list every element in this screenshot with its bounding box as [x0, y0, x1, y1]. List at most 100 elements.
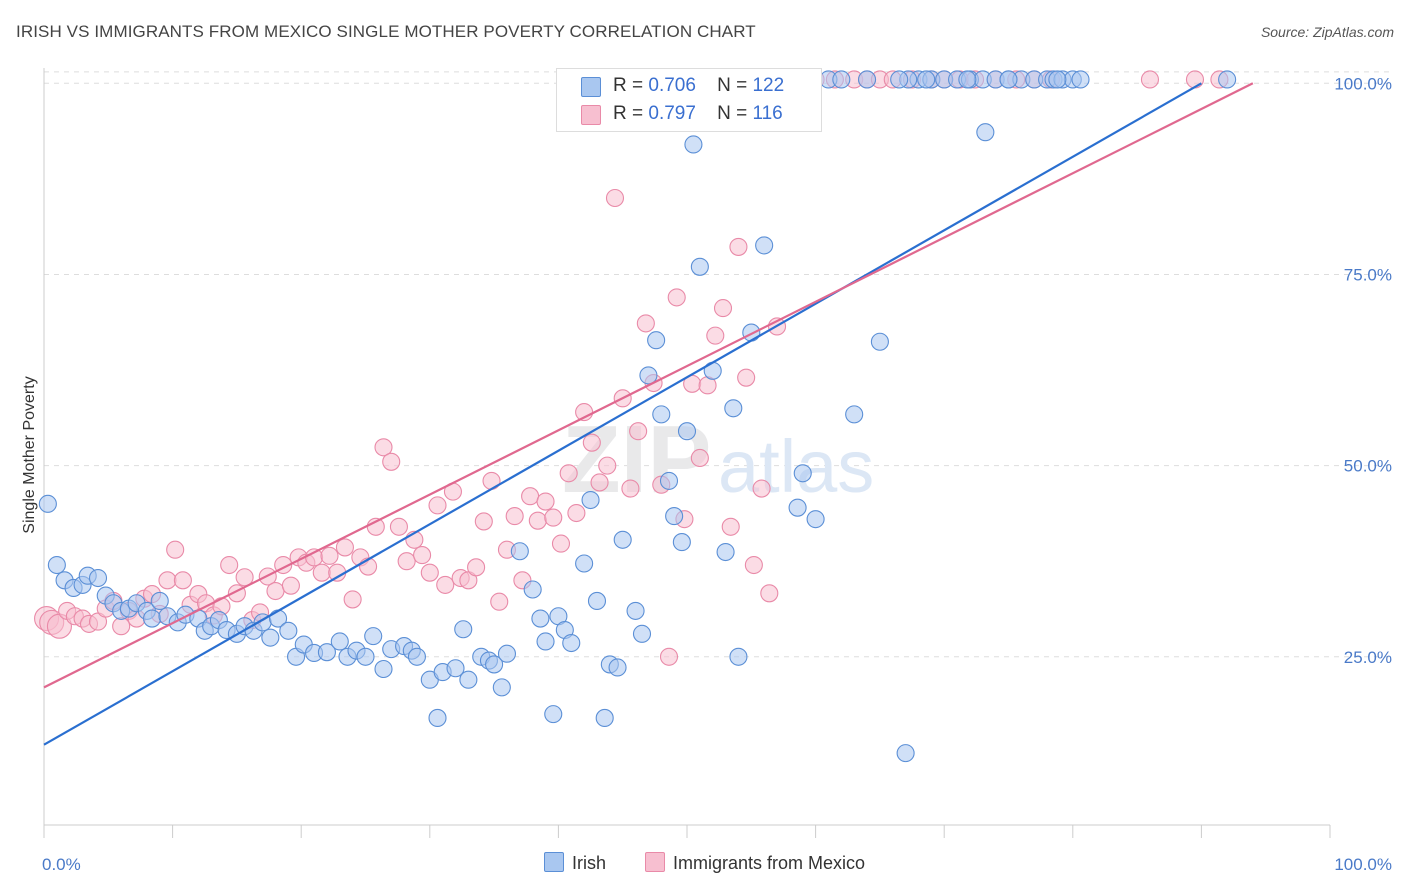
- mexico-legend-swatch: [645, 852, 665, 872]
- irish-point-43: [407, 647, 426, 666]
- mexico-point-77: [629, 422, 648, 441]
- mexico-point-61: [505, 507, 524, 526]
- mexico-point-67: [551, 534, 571, 553]
- irish-point-54: [497, 644, 517, 663]
- irish-point-113: [958, 70, 977, 89]
- irish-point-69: [613, 530, 632, 549]
- irish-point-48: [454, 620, 473, 639]
- irish-point-62: [562, 633, 581, 653]
- mexico-point-65: [536, 492, 555, 511]
- mexico-point-37: [320, 546, 339, 565]
- tick-labels: 25.0% 50.0% 75.0% 100.0% 0.0% 100.0%: [42, 74, 1392, 874]
- irish-point-86: [755, 236, 774, 255]
- irish-point-53: [492, 678, 511, 697]
- mexico-point-76: [621, 479, 640, 498]
- irish-point-80: [690, 257, 709, 276]
- irish-point-14: [150, 591, 169, 611]
- irish-point-66: [595, 708, 614, 727]
- mexico-legend-label: Immigrants from Mexico: [673, 853, 866, 873]
- irish-point-77: [672, 533, 691, 552]
- bottom-legend-mexico[interactable]: Immigrants from Mexico: [645, 852, 865, 874]
- mexico-point-56: [467, 558, 486, 577]
- mexico-point-36: [312, 563, 331, 582]
- irish-point-114: [976, 123, 995, 142]
- irish-point-70: [626, 601, 645, 620]
- trend-lines: [43, 82, 1254, 746]
- watermark-atlas: atlas: [718, 425, 874, 508]
- mexico-point-73: [598, 456, 617, 475]
- irish-point-72: [639, 366, 658, 385]
- irish-point-79: [684, 135, 703, 154]
- mexico-point-45: [382, 452, 401, 471]
- mexico-point-113: [1185, 70, 1205, 89]
- mexico-point-39: [335, 538, 354, 557]
- mexico-point-47: [397, 552, 416, 571]
- irish-point-95: [845, 405, 864, 424]
- mexico-point-26: [235, 568, 254, 587]
- mexico-trend-line: [43, 82, 1254, 689]
- chart-title: IRISH VS IMMIGRANTS FROM MEXICO SINGLE M…: [16, 22, 756, 41]
- irish-n-label: N =: [717, 75, 748, 96]
- mexico-point-85: [690, 448, 709, 468]
- mexico-point-71: [582, 433, 601, 452]
- mexico-point-82: [667, 288, 686, 307]
- mexico-point-66: [544, 508, 563, 527]
- mexico-point-74: [605, 188, 625, 208]
- irish-point-58: [536, 632, 555, 651]
- irish-point-45: [428, 708, 447, 727]
- irish-point-37: [356, 647, 375, 666]
- irish-point-65: [587, 591, 607, 611]
- irish-point-94: [832, 70, 851, 89]
- irish-r-label: R =: [613, 75, 644, 96]
- irish-point-0: [38, 494, 57, 513]
- mexico-swatch: [581, 105, 601, 125]
- mexico-n-label: N =: [717, 103, 748, 124]
- mexico-point-58: [482, 471, 501, 490]
- mexico-point-17: [166, 540, 185, 559]
- irish-point-68: [608, 658, 627, 677]
- irish-r-value: 0.706: [648, 75, 696, 96]
- mexico-point-32: [281, 576, 300, 595]
- irish-point-59: [544, 705, 563, 724]
- irish-point-34: [330, 632, 349, 651]
- irish-point-90: [788, 498, 807, 517]
- mexico-point-72: [590, 473, 609, 492]
- mexico-point-30: [266, 581, 285, 601]
- irish-point-64: [581, 490, 600, 510]
- mexico-point-93: [752, 479, 771, 498]
- y-tick-label-2: 75.0%: [1344, 265, 1392, 284]
- mexico-point-92: [744, 555, 763, 575]
- mexico-point-52: [436, 575, 455, 594]
- bottom-legend-irish[interactable]: Irish: [544, 852, 606, 874]
- irish-point-121: [1048, 70, 1067, 89]
- irish-legend-label: Irish: [572, 853, 607, 873]
- mexico-point-16: [158, 571, 177, 590]
- mexico-point-63: [521, 487, 540, 506]
- irish-point-57: [531, 609, 550, 628]
- mexico-point-88: [713, 299, 733, 318]
- irish-point-91: [793, 464, 812, 483]
- mexico-point-51: [428, 496, 447, 515]
- series-mexico-points: [34, 70, 1229, 666]
- axes: [43, 68, 1331, 838]
- mexico-point-112: [1140, 70, 1160, 89]
- mexico-r-label: R =: [613, 103, 644, 124]
- mexico-point-81: [659, 647, 679, 666]
- mexico-point-40: [343, 590, 362, 609]
- irish-point-6: [88, 568, 108, 588]
- irish-point-115: [999, 70, 1018, 89]
- irish-point-78: [677, 422, 697, 441]
- irish-point-111: [890, 70, 909, 89]
- irish-point-71: [632, 624, 652, 643]
- mexico-point-91: [737, 368, 756, 387]
- irish-point-73: [647, 331, 666, 350]
- irish-point-1: [47, 555, 66, 575]
- mexico-point-89: [721, 517, 740, 536]
- y-axis-title: Single Mother Poverty: [21, 376, 38, 533]
- y-tick-label-3: 100.0%: [1334, 74, 1392, 93]
- irish-point-63: [575, 554, 594, 573]
- mexico-point-57: [474, 512, 493, 531]
- irish-point-55: [510, 542, 529, 561]
- irish-point-38: [364, 627, 383, 646]
- mexico-point-49: [413, 546, 432, 565]
